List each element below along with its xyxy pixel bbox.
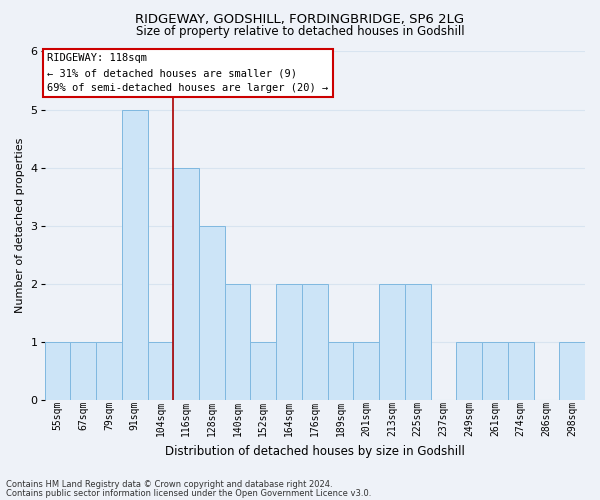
Bar: [328, 342, 353, 400]
Bar: [199, 226, 225, 400]
Bar: [44, 342, 70, 400]
Bar: [508, 342, 533, 400]
Text: RIDGEWAY, GODSHILL, FORDINGBRIDGE, SP6 2LG: RIDGEWAY, GODSHILL, FORDINGBRIDGE, SP6 2…: [136, 12, 464, 26]
Bar: [148, 342, 173, 400]
Bar: [482, 342, 508, 400]
Bar: [122, 110, 148, 400]
Bar: [353, 342, 379, 400]
Bar: [457, 342, 482, 400]
Bar: [96, 342, 122, 400]
Bar: [379, 284, 405, 400]
Y-axis label: Number of detached properties: Number of detached properties: [15, 138, 25, 313]
Text: Size of property relative to detached houses in Godshill: Size of property relative to detached ho…: [136, 25, 464, 38]
Text: RIDGEWAY: 118sqm
← 31% of detached houses are smaller (9)
69% of semi-detached h: RIDGEWAY: 118sqm ← 31% of detached house…: [47, 53, 329, 93]
Bar: [559, 342, 585, 400]
Bar: [276, 284, 302, 400]
Bar: [250, 342, 276, 400]
Text: Contains public sector information licensed under the Open Government Licence v3: Contains public sector information licen…: [6, 488, 371, 498]
Bar: [405, 284, 431, 400]
Bar: [70, 342, 96, 400]
Bar: [225, 284, 250, 400]
X-axis label: Distribution of detached houses by size in Godshill: Distribution of detached houses by size …: [165, 444, 465, 458]
Bar: [302, 284, 328, 400]
Text: Contains HM Land Registry data © Crown copyright and database right 2024.: Contains HM Land Registry data © Crown c…: [6, 480, 332, 489]
Bar: [173, 168, 199, 400]
